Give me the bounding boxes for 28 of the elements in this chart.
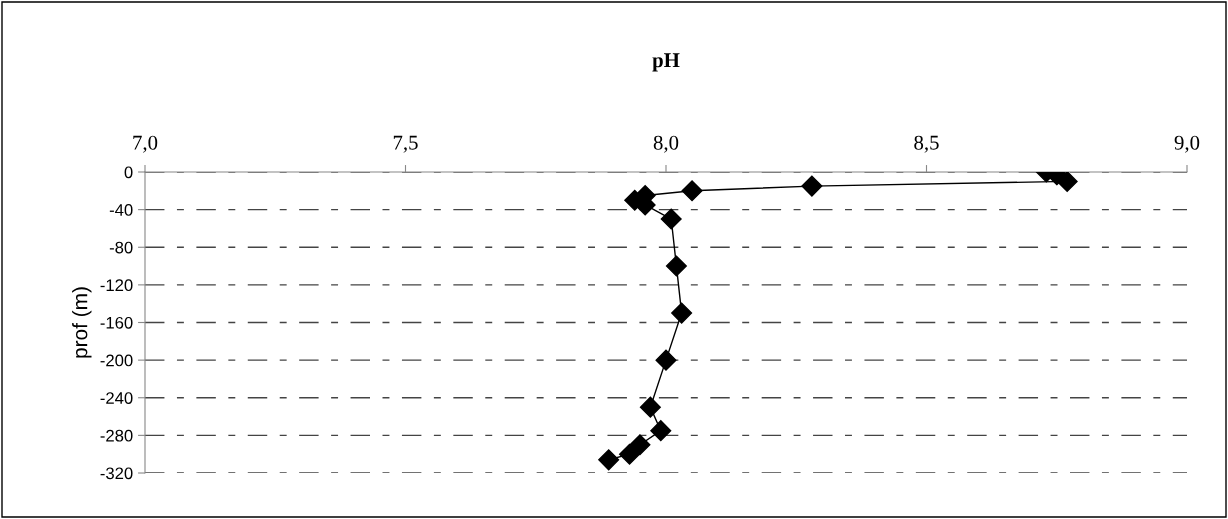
x-tick-label: 7,5 [393,135,418,153]
chart-title: pH [652,53,680,72]
point [665,255,687,277]
y-tick-label: -320 [100,467,133,480]
point [671,302,693,324]
y-axis-title: prof (m) [72,287,92,358]
y-tick-label: -280 [100,429,133,442]
point [681,180,703,202]
y-tick-label: -160 [100,316,133,329]
point [598,449,620,471]
x-tick-label: 8,5 [914,135,939,153]
x-tick-label: 7,0 [133,135,158,153]
point [629,434,651,456]
point [801,175,823,197]
y-tick-label: -40 [109,204,133,216]
point [650,420,672,442]
y-tick-label: -120 [100,279,133,292]
point [655,349,677,371]
point [619,443,641,465]
point [660,208,682,230]
y-tick-label: -240 [100,392,133,404]
point [639,396,661,418]
y-tick-label: 0 [124,166,133,179]
x-tick-label: 9,0 [1174,135,1200,153]
x-tick-label: 8,0 [653,135,679,153]
point [1056,172,1078,192]
y-tick-label: -200 [100,354,133,367]
y-tick-label: -80 [109,241,133,254]
